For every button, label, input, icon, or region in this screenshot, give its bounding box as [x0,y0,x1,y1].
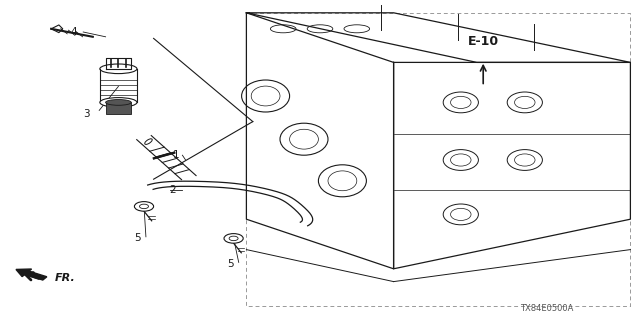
Text: 4: 4 [70,27,77,37]
Text: 3: 3 [83,108,90,119]
Text: 5: 5 [227,259,234,269]
FancyArrow shape [16,269,47,280]
Circle shape [140,204,148,209]
Ellipse shape [145,139,152,144]
Ellipse shape [100,98,137,107]
Text: E-10: E-10 [468,35,499,48]
Circle shape [134,202,154,211]
Circle shape [229,236,238,241]
Circle shape [224,234,243,243]
Text: 5: 5 [134,233,141,244]
Text: TX84E0500A: TX84E0500A [520,304,574,313]
Ellipse shape [100,64,137,74]
Text: 2: 2 [170,185,176,196]
Bar [106,102,131,114]
Text: 1: 1 [173,150,179,160]
Ellipse shape [106,100,131,105]
Text: FR.: FR. [54,273,75,284]
